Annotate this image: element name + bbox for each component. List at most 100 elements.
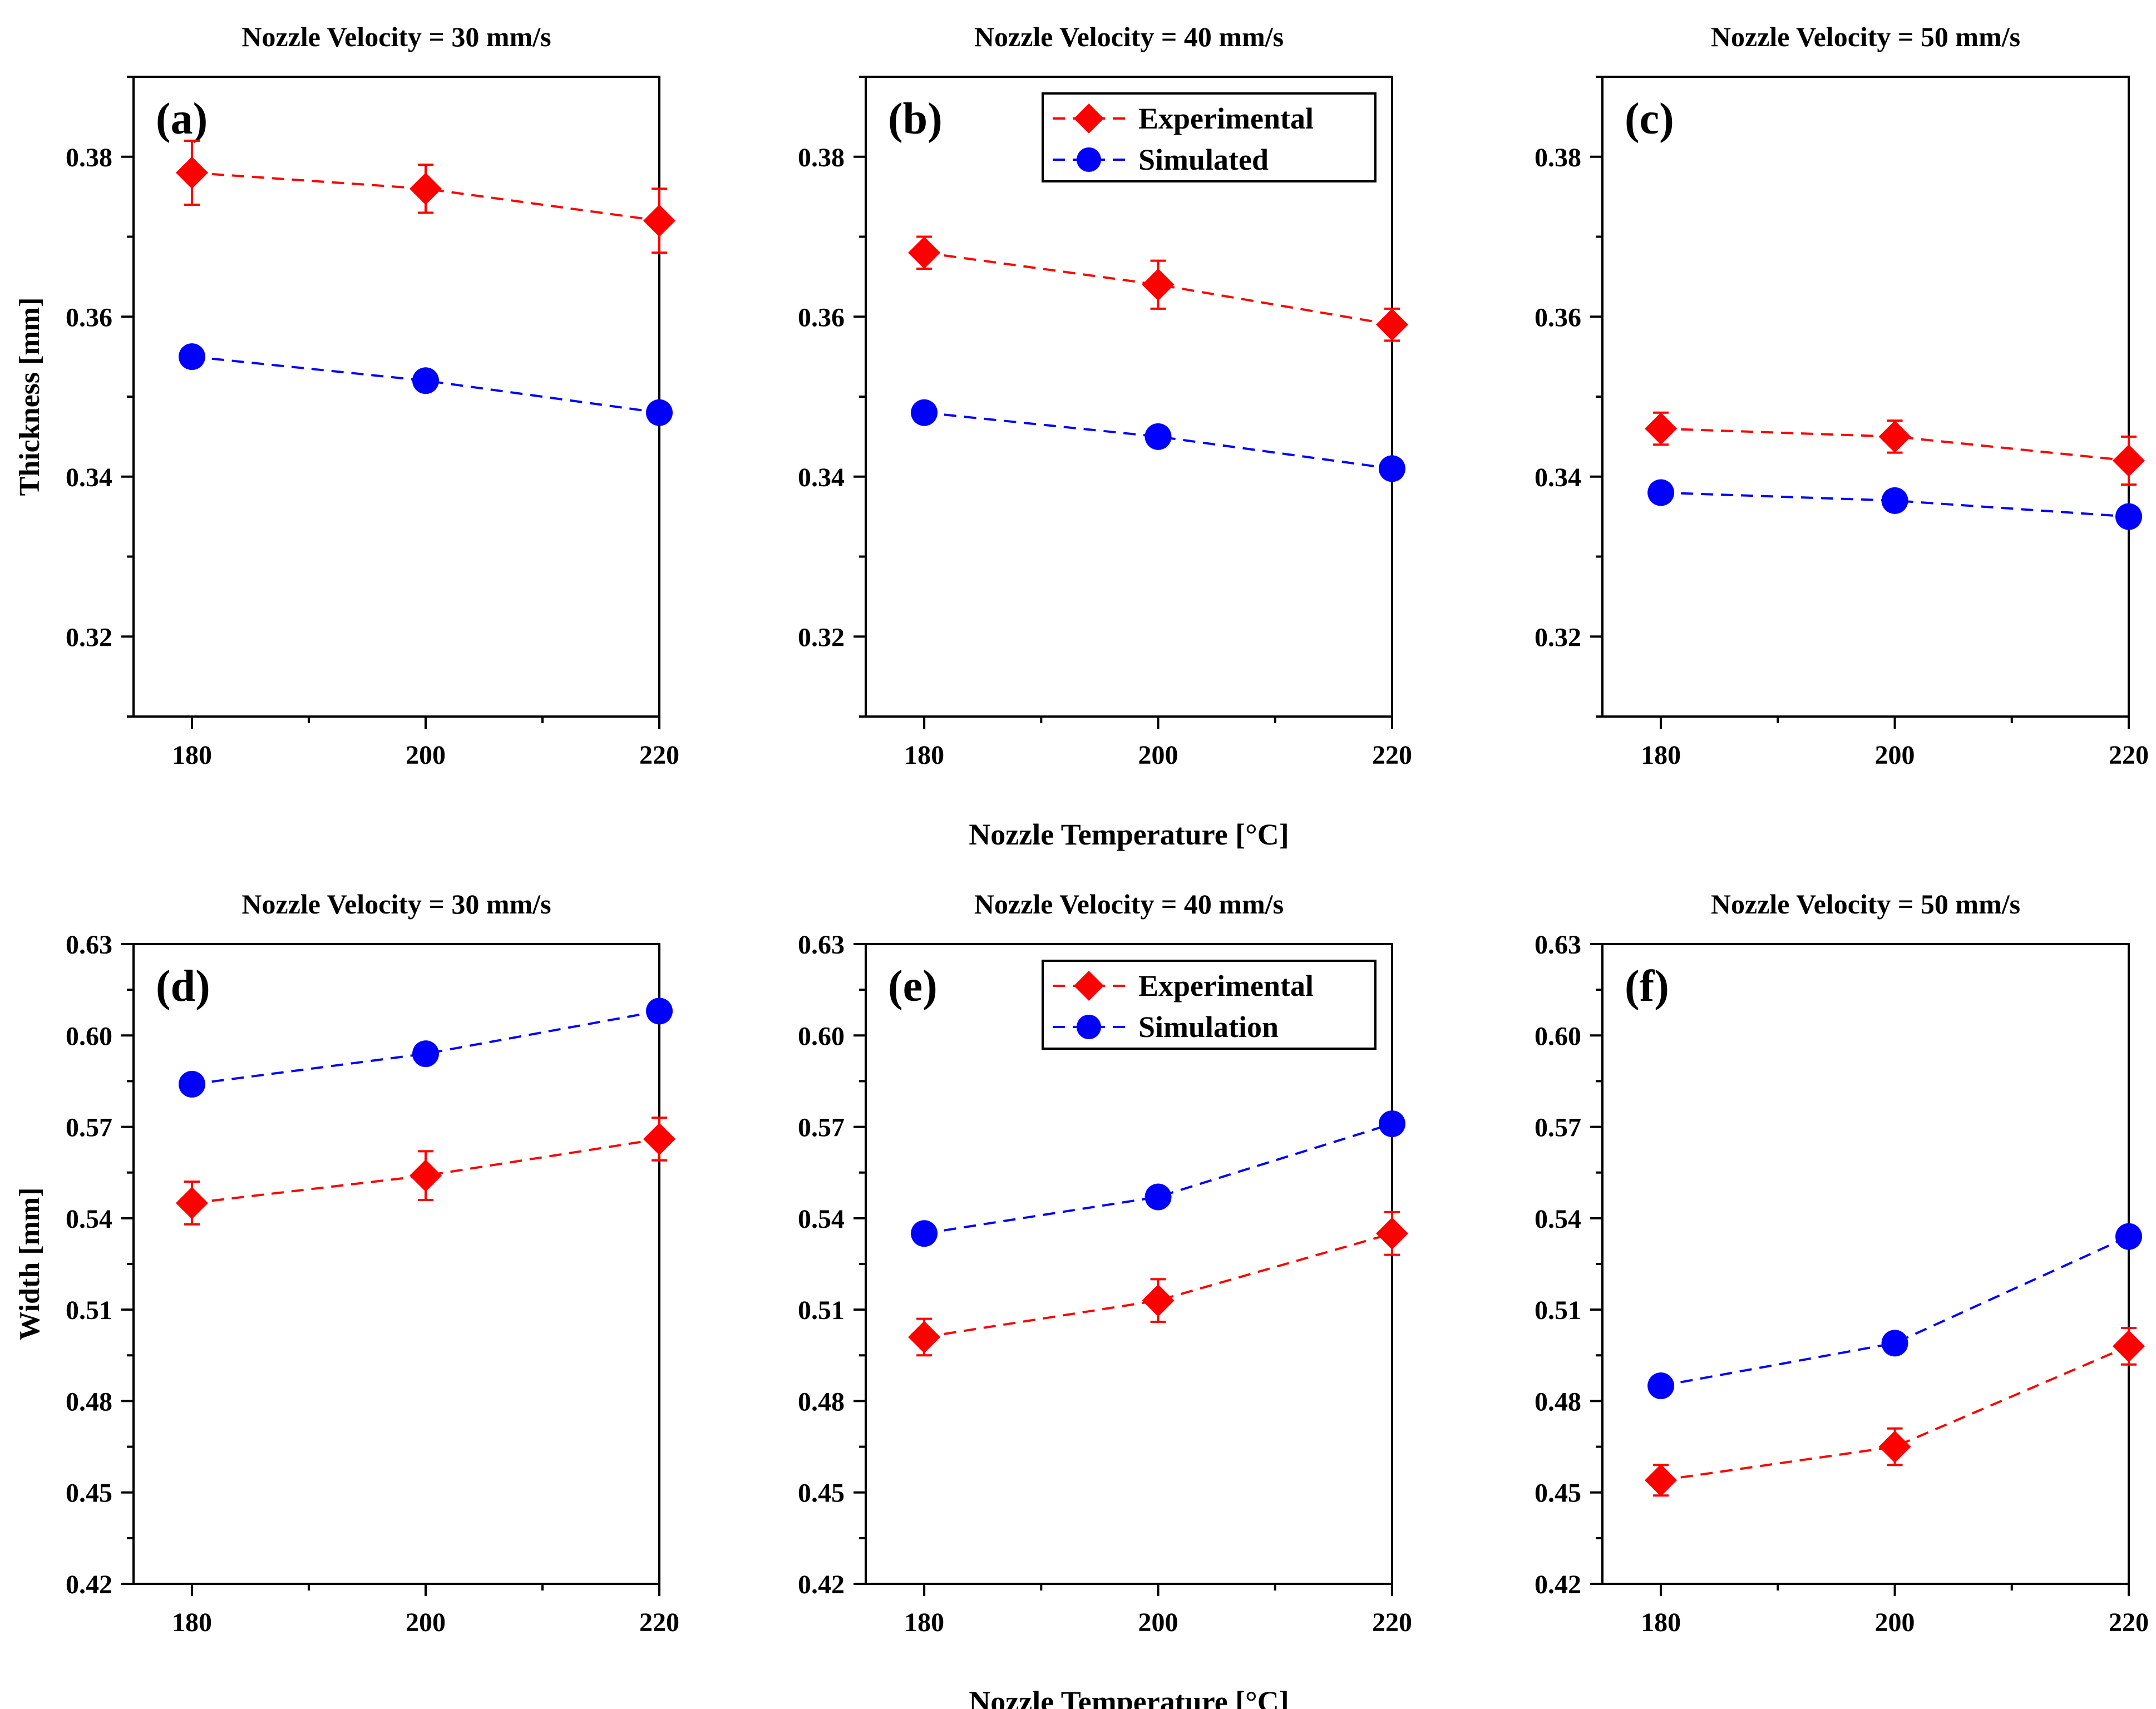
x-tick-label: 180: [172, 1608, 212, 1637]
y-tick-label: 0.36: [1535, 303, 1581, 332]
y-tick-label: 0.34: [66, 463, 112, 492]
data-point-circle: [412, 1040, 439, 1068]
legend-label: Simulation: [1138, 1010, 1279, 1044]
x-tick-label: 200: [406, 740, 446, 770]
data-point-diamond: [410, 172, 442, 205]
y-tick-label: 0.36: [66, 303, 112, 332]
data-point-diamond: [410, 1159, 442, 1192]
data-point-circle: [179, 343, 205, 371]
data-point-circle: [1881, 487, 1908, 514]
x-tick-label: 200: [1875, 740, 1915, 770]
legend-marker-circle: [1077, 147, 1101, 172]
y-tick-label: 0.42: [1535, 1570, 1581, 1599]
panel-e: Nozzle Velocity = 40 mm/s 180 200 220 0.42 0.…: [798, 888, 1412, 1709]
panel-title: Nozzle Velocity = 30 mm/s: [241, 888, 551, 920]
x-tick-label: 180: [172, 740, 212, 770]
legend-marker-diamond: [1074, 971, 1104, 1001]
data-point-circle: [1379, 1110, 1405, 1138]
data-point-diamond: [2113, 444, 2145, 477]
series-simulation: [179, 997, 673, 1098]
panel-d: Nozzle Velocity = 30 mm/s 180 200 220 0.42 0.…: [14, 888, 679, 1637]
data-point-diamond: [1376, 1217, 1408, 1250]
y-tick-label: 0.54: [1535, 1204, 1581, 1234]
legend: Experimental Simulation: [1042, 960, 1377, 1050]
data-point-circle: [1144, 1183, 1172, 1211]
x-tick-label: 220: [1372, 740, 1412, 770]
y-tick-label: 0.48: [798, 1387, 845, 1416]
data-point-diamond: [2113, 1330, 2145, 1362]
series-experimental: [1645, 1327, 2145, 1497]
series-experimental: [908, 235, 1408, 342]
y-tick-label: 0.54: [66, 1204, 112, 1234]
series-simulated: [1647, 479, 2142, 530]
data-point-diamond: [908, 236, 941, 269]
y-tick-label: 0.32: [798, 623, 845, 652]
data-point-diamond: [1376, 308, 1408, 341]
y-tick-label: 0.54: [798, 1204, 845, 1234]
series-line: [191, 355, 660, 414]
y-tick-label: 0.48: [1535, 1387, 1581, 1416]
y-axis-label: Thickness [mm]: [14, 298, 46, 496]
series-experimental: [176, 140, 675, 254]
series-simulation: [1647, 1223, 2142, 1400]
x-tick-label: 220: [2109, 1608, 2149, 1637]
panel-f: Nozzle Velocity = 50 mm/s 180 200 220 0.42 0.…: [1535, 888, 2149, 1637]
data-point-diamond: [176, 1187, 208, 1219]
data-point-diamond: [643, 1123, 675, 1155]
y-tick-label: 0.42: [798, 1570, 845, 1599]
x-tick-label: 180: [1641, 1608, 1681, 1637]
plot-frame: [1601, 76, 2130, 718]
data-point-circle: [179, 1070, 205, 1098]
y-tick-label: 0.36: [798, 303, 845, 332]
legend-marker-diamond: [1074, 103, 1104, 134]
x-tick-label: 220: [639, 1608, 679, 1637]
data-point-diamond: [908, 1321, 941, 1354]
data-point-diamond: [1645, 1464, 1678, 1496]
y-axis-label: Width [mm]: [14, 1188, 46, 1341]
x-tick-label: 220: [639, 740, 679, 770]
panel-label: (d): [156, 962, 210, 1011]
panel-label: (f): [1625, 962, 1669, 1011]
series-line: [1661, 427, 2129, 462]
data-point-diamond: [1142, 1284, 1175, 1317]
data-point-circle: [1647, 479, 1675, 506]
series-line: [1660, 1235, 2129, 1387]
x-tick-label: 200: [406, 1608, 446, 1637]
x-tick-label: 200: [1138, 740, 1178, 770]
panel-title: Nozzle Velocity = 50 mm/s: [1711, 888, 2020, 920]
data-point-circle: [1881, 1330, 1908, 1357]
data-point-diamond: [176, 156, 208, 189]
y-tick-label: 0.63: [66, 930, 112, 960]
series-experimental: [908, 1211, 1408, 1357]
y-tick-label: 0.57: [1535, 1113, 1581, 1143]
legend-marker-circle: [1077, 1015, 1101, 1039]
y-tick-label: 0.38: [798, 143, 845, 172]
y-tick-label: 0.51: [1535, 1296, 1581, 1325]
x-tick-label: 200: [1138, 1608, 1178, 1637]
y-tick-label: 0.38: [1535, 143, 1581, 172]
y-tick-label: 0.57: [66, 1113, 112, 1143]
x-axis-label: Nozzle Temperature [°C]: [969, 1685, 1289, 1709]
legend-label: Simulated: [1138, 143, 1269, 176]
y-tick-label: 0.38: [66, 143, 112, 172]
data-point-diamond: [1878, 420, 1911, 453]
data-point-circle: [412, 367, 439, 394]
y-tick-label: 0.34: [798, 463, 845, 492]
y-tick-label: 0.63: [798, 930, 845, 960]
series-line: [924, 1123, 1393, 1235]
series-simulated: [179, 343, 673, 426]
data-point-diamond: [643, 204, 675, 237]
x-tick-label: 220: [2109, 740, 2149, 770]
data-point-circle: [2115, 503, 2142, 530]
y-tick-label: 0.34: [1535, 463, 1581, 492]
y-tick-label: 0.32: [1535, 623, 1581, 652]
panel-a: Nozzle Velocity = 30 mm/s 180 200 220 0.32 0.…: [14, 21, 679, 770]
plot-frame: [132, 76, 660, 718]
series-simulated: [911, 399, 1405, 482]
y-tick-label: 0.45: [1535, 1479, 1581, 1508]
panel-label: (a): [156, 95, 208, 144]
data-point-circle: [911, 1220, 938, 1247]
y-tick-label: 0.48: [66, 1387, 112, 1416]
x-tick-label: 220: [1372, 1608, 1412, 1637]
series-experimental: [176, 1117, 675, 1226]
